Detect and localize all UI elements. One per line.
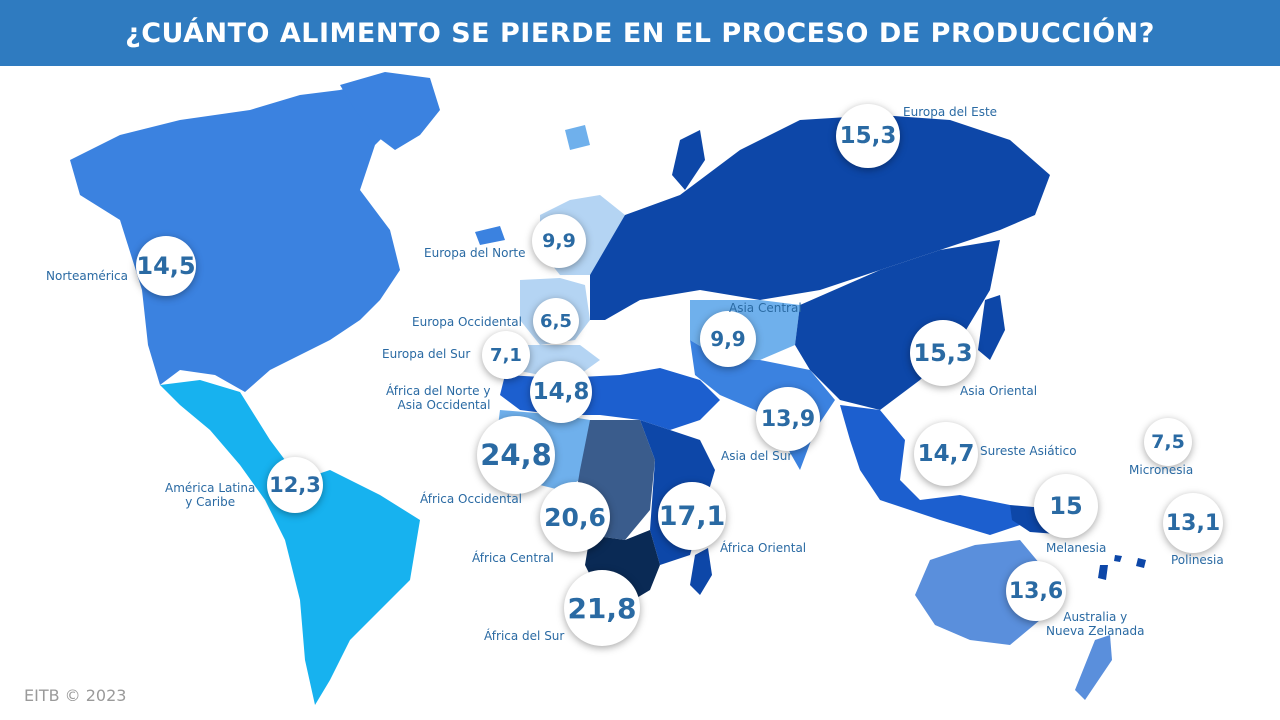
region-islandia [475, 226, 505, 245]
label-polinesia: Polinesia [1171, 553, 1224, 567]
label-africa-central: África Central [472, 551, 554, 565]
region-europa-este [590, 115, 1050, 320]
value-bubble-europa-norte: 9,9 [532, 214, 586, 268]
value-bubble-africa-central: 20,6 [540, 482, 610, 552]
value-bubble-polinesia: 13,1 [1163, 493, 1223, 553]
value-bubble-asia-central: 9,9 [700, 311, 756, 367]
value-bubble-melanesia: 15 [1034, 474, 1098, 538]
value-bubble-asia-oriental: 15,3 [910, 320, 976, 386]
label-europa-norte: Europa del Norte [424, 246, 526, 260]
region-islas-pacifico-3 [1114, 555, 1122, 562]
value-bubble-africa-sur: 21,8 [564, 570, 640, 646]
region-norteamerica [70, 80, 420, 392]
value-bubble-micronesia: 7,5 [1144, 418, 1192, 466]
label-africa-sur: África del Sur [484, 629, 565, 643]
title-banner: ¿CUÁNTO ALIMENTO SE PIERDE EN EL PROCESO… [0, 0, 1280, 66]
label-africa-oriental: África Oriental [720, 541, 807, 555]
label-norteamerica: Norteamérica [46, 269, 128, 283]
label-australia: Australia y Nueva Zelanada [1046, 610, 1145, 638]
copyright-credit: EITB © 2023 [24, 686, 127, 705]
region-islas-pacifico-2 [1136, 558, 1146, 568]
region-asia-oriental [795, 240, 1000, 410]
value-bubble-europa-sur: 7,1 [482, 331, 530, 379]
label-america-latina: América Latina y Caribe [165, 481, 256, 509]
region-madagascar [690, 548, 712, 595]
region-islas-pacifico-1 [1098, 565, 1108, 580]
region-greenland [340, 72, 440, 150]
value-bubble-europa-este: 15,3 [836, 104, 900, 168]
region-australia [915, 540, 1045, 645]
page-title: ¿CUÁNTO ALIMENTO SE PIERDE EN EL PROCESO… [125, 17, 1155, 49]
region-america-latina [160, 380, 420, 705]
region-svalbard [565, 125, 590, 150]
label-europa-sur: Europa del Sur [382, 347, 471, 361]
label-asia-sur: Asia del Sur [721, 449, 793, 463]
label-melanesia: Melanesia [1046, 541, 1107, 555]
region-novaya-zemlya [672, 130, 705, 190]
value-bubble-asia-sur: 13,9 [756, 387, 820, 451]
label-europa-occidental: Europa Occidental [412, 315, 522, 329]
region-nueva-zelanda [1075, 635, 1112, 700]
label-europa-este: Europa del Este [903, 105, 998, 119]
value-bubble-norteamerica: 14,5 [136, 236, 196, 296]
label-africa-norte: África del Norte y Asia Occidental [386, 384, 491, 412]
value-bubble-america-latina: 12,3 [267, 457, 323, 513]
label-asia-central: Asia Central [729, 301, 802, 315]
value-bubble-australia: 13,6 [1006, 561, 1066, 621]
region-sureste-asiatico [840, 405, 1020, 535]
label-micronesia: Micronesia [1129, 463, 1194, 477]
label-asia-oriental: Asia Oriental [960, 384, 1038, 398]
label-africa-occidental: África Occidental [420, 492, 523, 506]
value-bubble-africa-norte: 14,8 [530, 361, 592, 423]
region-japon [978, 295, 1005, 360]
value-bubble-africa-occidental: 24,8 [477, 416, 555, 494]
value-bubble-sureste-asiatico: 14,7 [914, 422, 978, 486]
value-bubble-europa-occidental: 6,5 [533, 298, 579, 344]
value-bubble-africa-oriental: 17,1 [658, 482, 726, 550]
label-sureste-asiatico: Sureste Asiático [980, 444, 1077, 458]
